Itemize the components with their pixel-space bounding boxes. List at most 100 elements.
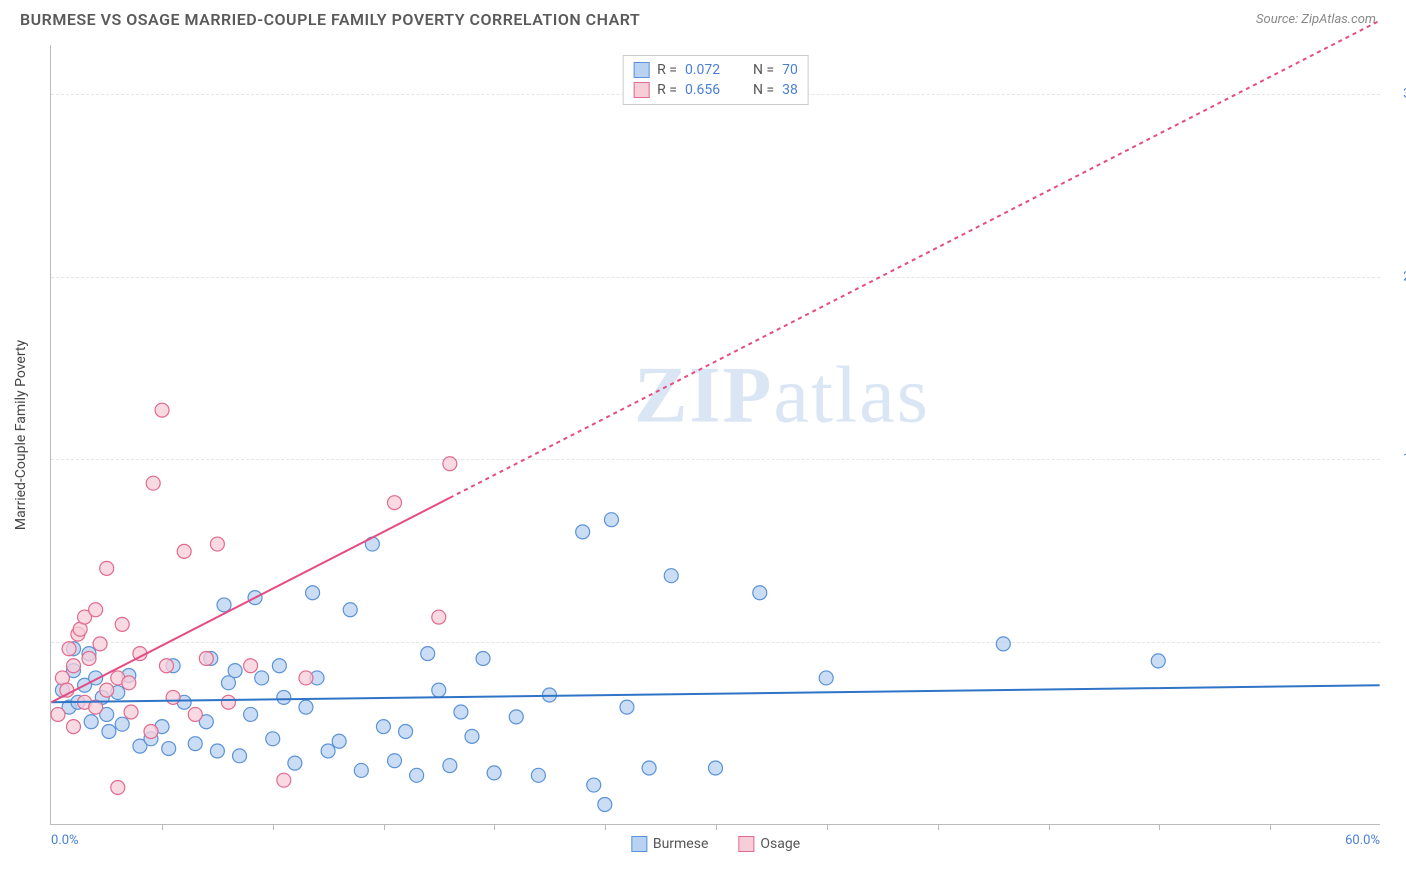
data-point xyxy=(354,763,368,777)
swatch-osage-icon xyxy=(738,836,754,852)
data-point xyxy=(89,603,103,617)
data-point xyxy=(146,476,160,490)
plot-area: Married-Couple Family Poverty ZIPatlas R… xyxy=(50,45,1380,825)
swatch-burmese-icon xyxy=(631,836,647,852)
data-point xyxy=(753,586,767,600)
data-point xyxy=(620,700,634,714)
x-tick xyxy=(162,824,163,830)
data-point xyxy=(388,754,402,768)
data-point xyxy=(159,659,173,673)
x-tick xyxy=(1159,824,1160,830)
data-point xyxy=(272,659,286,673)
x-tick xyxy=(827,824,828,830)
x-tick xyxy=(1049,824,1050,830)
data-point xyxy=(82,651,96,665)
legend-item-osage: Osage xyxy=(738,836,800,852)
data-point xyxy=(111,780,125,794)
data-point xyxy=(266,732,280,746)
correlation-legend: R = 0.072 N = 70 R = 0.656 N = 38 xyxy=(622,55,809,105)
x-tick xyxy=(384,824,385,830)
data-point xyxy=(217,598,231,612)
data-point xyxy=(996,637,1010,651)
data-point xyxy=(432,610,446,624)
x-tick xyxy=(494,824,495,830)
r-value-osage: 0.656 xyxy=(685,82,735,98)
data-point xyxy=(598,798,612,812)
data-point xyxy=(255,671,269,685)
data-point xyxy=(155,403,169,417)
data-point xyxy=(476,651,490,665)
data-point xyxy=(421,647,435,661)
data-point xyxy=(162,742,176,756)
data-point xyxy=(122,676,136,690)
data-point xyxy=(144,725,158,739)
n-value-burmese: 70 xyxy=(782,62,798,78)
trend-line xyxy=(51,688,1158,702)
swatch-osage xyxy=(633,82,649,98)
data-point xyxy=(332,734,346,748)
scatter-svg xyxy=(51,45,1380,824)
data-point xyxy=(100,561,114,575)
data-point xyxy=(188,707,202,721)
data-point xyxy=(102,725,116,739)
x-tick xyxy=(716,824,717,830)
data-point xyxy=(84,715,98,729)
x-tick xyxy=(605,824,606,830)
data-point xyxy=(642,761,656,775)
data-point xyxy=(210,537,224,551)
chart-title: BURMESE VS OSAGE MARRIED-COUPLE FAMILY P… xyxy=(20,10,640,29)
y-axis-title: Married-Couple Family Poverty xyxy=(13,339,29,529)
data-point xyxy=(531,768,545,782)
header: BURMESE VS OSAGE MARRIED-COUPLE FAMILY P… xyxy=(0,0,1406,34)
data-point xyxy=(199,651,213,665)
data-point xyxy=(221,695,235,709)
data-point xyxy=(244,707,258,721)
data-point xyxy=(277,690,291,704)
data-point xyxy=(388,496,402,510)
data-point xyxy=(244,659,258,673)
x-tick xyxy=(938,824,939,830)
data-point xyxy=(115,617,129,631)
data-point xyxy=(66,720,80,734)
data-point xyxy=(124,705,138,719)
data-point xyxy=(443,457,457,471)
r-value-burmese: 0.072 xyxy=(685,62,735,78)
legend-row-burmese: R = 0.072 N = 70 xyxy=(633,60,798,80)
data-point xyxy=(576,525,590,539)
x-axis-origin-label: 0.0% xyxy=(51,833,79,848)
data-point xyxy=(100,683,114,697)
chart-container: BURMESE VS OSAGE MARRIED-COUPLE FAMILY P… xyxy=(0,0,1406,892)
data-point xyxy=(115,717,129,731)
data-point xyxy=(299,671,313,685)
data-point xyxy=(93,637,107,651)
data-point xyxy=(210,744,224,758)
data-point xyxy=(299,700,313,714)
data-point xyxy=(1151,654,1165,668)
data-point xyxy=(432,683,446,697)
data-point xyxy=(277,773,291,787)
x-tick xyxy=(273,824,274,830)
data-point xyxy=(664,569,678,583)
data-point xyxy=(188,737,202,751)
data-point xyxy=(410,768,424,782)
data-point xyxy=(487,766,501,780)
data-point xyxy=(343,603,357,617)
data-point xyxy=(66,659,80,673)
data-point xyxy=(399,725,413,739)
data-point xyxy=(604,513,618,527)
data-point xyxy=(62,642,76,656)
data-point xyxy=(288,756,302,770)
data-point xyxy=(587,778,601,792)
data-point xyxy=(228,664,242,678)
data-point xyxy=(376,720,390,734)
trend-line-extrapolated xyxy=(1158,685,1379,688)
trend-line-extrapolated xyxy=(450,21,1380,498)
data-point xyxy=(465,729,479,743)
swatch-burmese xyxy=(633,62,649,78)
data-point xyxy=(166,690,180,704)
data-point xyxy=(509,710,523,724)
source-label: Source: ZipAtlas.com xyxy=(1256,12,1376,27)
data-point xyxy=(454,705,468,719)
data-point xyxy=(306,586,320,600)
x-tick xyxy=(1270,824,1271,830)
